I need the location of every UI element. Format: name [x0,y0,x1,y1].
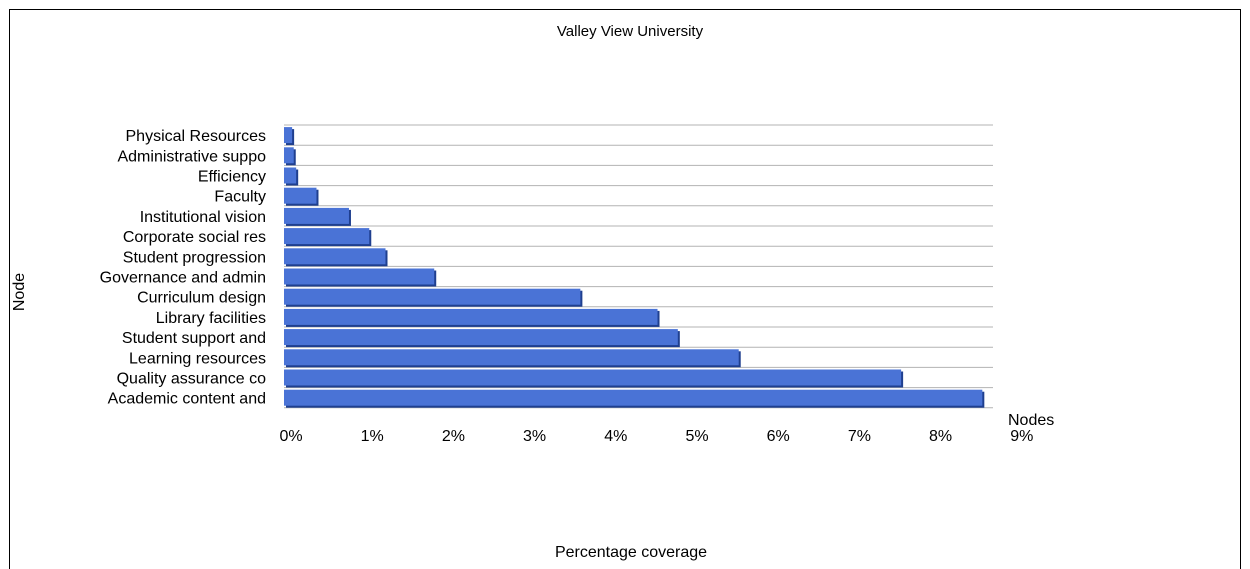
bar [284,329,678,346]
bar [284,167,297,184]
category-label: Governance and admin [100,270,266,287]
category-label: Library facilities [156,310,266,327]
x-tick-label: 9% [1010,428,1033,445]
bar [284,308,658,325]
category-label: Student progression [123,249,266,266]
category-label: Corporate social res [123,229,266,246]
bar [284,127,293,144]
bar [284,268,435,285]
category-label: Physical Resources [126,128,267,145]
category-label: Academic content and [108,391,266,408]
x-tick-label: 0% [279,428,302,445]
bar [284,248,386,265]
bar [284,187,317,204]
category-label: Institutional vision [140,209,266,226]
bars [284,127,985,408]
category-label: Administrative suppo [117,148,266,165]
x-tick-label: 6% [767,428,790,445]
x-tick-label: 8% [929,428,952,445]
bar [284,389,983,406]
x-tick-label: 7% [848,428,871,445]
chart-title: Valley View University [557,23,704,40]
bar [284,147,294,164]
category-label: Student support and [122,330,266,347]
legend-entry: Nodes [1008,412,1054,429]
x-tick-label: 3% [523,428,546,445]
category-label: Curriculum design [137,290,266,307]
bar [284,369,902,386]
bar [284,288,581,305]
category-label: Efficiency [198,169,266,186]
x-tick-label: 5% [685,428,708,445]
x-tick-label: 2% [442,428,465,445]
x-axis-title: Percentage coverage [555,544,707,561]
x-tick-labels: 0% 1% 2% 3% 4% 5% 6% 7% 8% 9% [279,428,1033,445]
category-label: Faculty [214,189,266,206]
category-labels: Physical Resources Administrative suppo Ef… [100,128,266,408]
bar [284,207,349,224]
bar [284,228,370,245]
chart-frame [9,9,1241,569]
x-tick-label: 1% [361,428,384,445]
bar [284,349,739,366]
y-axis-title: Node [11,273,28,311]
category-label: Quality assurance co [117,371,267,388]
gridlines [284,124,993,409]
category-label: Learning resources [129,350,266,367]
x-tick-label: 4% [604,428,627,445]
